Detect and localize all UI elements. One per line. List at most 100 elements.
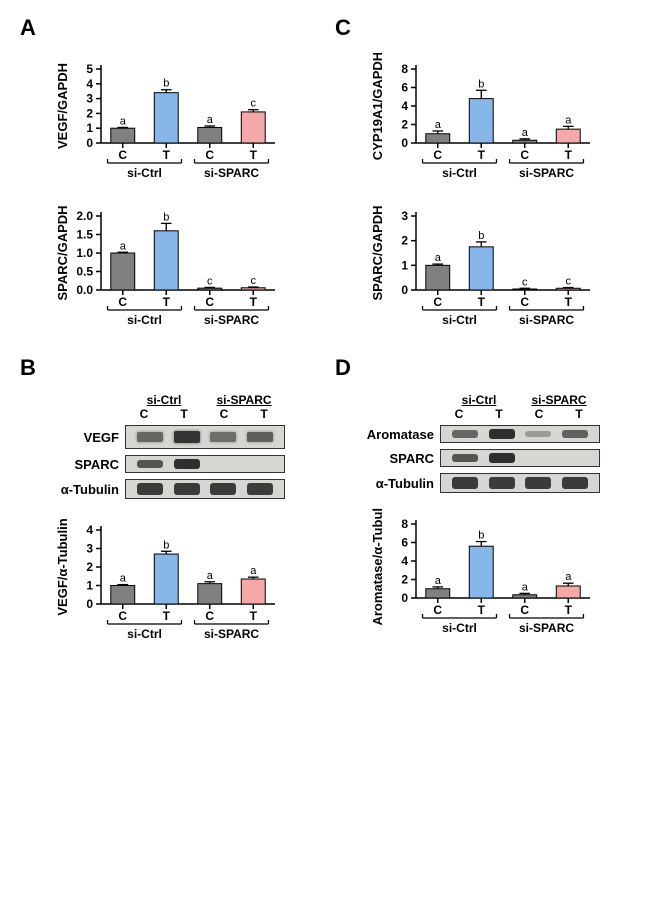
band	[174, 483, 200, 494]
blot-label: α-Tubulin	[50, 482, 125, 497]
band	[489, 453, 515, 463]
svg-text:a: a	[434, 119, 441, 131]
svg-text:a: a	[434, 575, 441, 587]
svg-text:1.0: 1.0	[76, 246, 93, 260]
svg-text:SPARC/GAPDH: SPARC/GAPDH	[55, 205, 70, 300]
band	[562, 477, 588, 488]
svg-text:C: C	[118, 148, 127, 162]
chart-B: 01234VEGF/α-TubulinaCbTaCaTsi-Ctrlsi-SPA…	[20, 514, 315, 649]
svg-text:b: b	[478, 78, 484, 90]
svg-text:a: a	[206, 114, 213, 126]
svg-text:a: a	[434, 252, 441, 264]
band	[452, 454, 478, 463]
svg-text:C: C	[205, 609, 214, 623]
figure-grid: A 012345VEGF/GAPDHaCbTaCcTsi-Ctrlsi-SPAR…	[20, 15, 630, 649]
svg-text:2: 2	[86, 106, 93, 120]
blot-row: VEGF	[50, 425, 285, 449]
svg-text:si-SPARC: si-SPARC	[203, 313, 258, 327]
svg-text:C: C	[520, 295, 529, 309]
band	[210, 483, 236, 494]
svg-text:4: 4	[401, 99, 408, 113]
panel-A: A 012345VEGF/GAPDHaCbTaCcTsi-Ctrlsi-SPAR…	[20, 15, 315, 335]
svg-text:1: 1	[86, 579, 93, 593]
svg-text:0: 0	[401, 136, 408, 150]
svg-text:C: C	[433, 148, 442, 162]
blot-subheader: CTCT	[49, 407, 286, 421]
svg-text:a: a	[565, 571, 572, 583]
blot-subheader: CTCT	[364, 407, 601, 421]
band	[247, 483, 273, 494]
svg-text:a: a	[119, 115, 126, 127]
band	[489, 429, 515, 439]
svg-text:c: c	[250, 98, 256, 110]
svg-text:2: 2	[86, 560, 93, 574]
band	[137, 483, 163, 494]
band	[137, 432, 163, 443]
svg-text:T: T	[249, 609, 257, 623]
svg-text:b: b	[163, 78, 169, 90]
band	[489, 477, 515, 488]
band	[525, 477, 551, 488]
svg-text:2: 2	[401, 234, 408, 248]
band	[174, 431, 200, 444]
svg-text:T: T	[564, 603, 572, 617]
blot-label: VEGF	[50, 430, 125, 445]
svg-text:4: 4	[401, 554, 408, 568]
chart-C-bot: 0123SPARC/GAPDHaCbTcCcTsi-Ctrlsi-SPARC	[335, 200, 630, 335]
svg-text:0: 0	[86, 597, 93, 611]
blot-lane-box	[440, 449, 600, 467]
svg-text:si-SPARC: si-SPARC	[203, 166, 258, 180]
svg-text:2: 2	[401, 573, 408, 587]
svg-text:si-SPARC: si-SPARC	[203, 627, 258, 641]
svg-text:si-Ctrl: si-Ctrl	[442, 166, 477, 180]
band	[452, 430, 478, 438]
svg-text:3: 3	[86, 92, 93, 106]
svg-text:b: b	[478, 530, 484, 542]
svg-text:0.0: 0.0	[76, 283, 93, 297]
svg-text:c: c	[522, 276, 528, 288]
svg-text:si-SPARC: si-SPARC	[518, 313, 573, 327]
svg-text:si-Ctrl: si-Ctrl	[442, 621, 477, 635]
blot-row: Aromatase	[365, 425, 600, 443]
svg-text:1: 1	[86, 121, 93, 135]
panel-B: B si-Ctrlsi-SPARCCTCTVEGFSPARCα-Tubulin …	[20, 355, 315, 649]
svg-text:C: C	[118, 295, 127, 309]
blot-B: si-Ctrlsi-SPARCCTCTVEGFSPARCα-Tubulin	[20, 393, 315, 502]
svg-text:C: C	[520, 603, 529, 617]
svg-text:Aromatase/α-Tubulin: Aromatase/α-Tubulin	[370, 508, 385, 626]
svg-text:CYP19A1/GAPDH: CYP19A1/GAPDH	[370, 53, 385, 160]
blot-label: SPARC	[365, 451, 440, 466]
chart-D: 02468Aromatase/α-TubulinaCbTaCaTsi-Ctrls…	[335, 508, 630, 643]
svg-text:1.5: 1.5	[76, 228, 93, 242]
band	[452, 477, 478, 488]
svg-text:b: b	[478, 230, 484, 242]
svg-text:c: c	[250, 275, 256, 287]
svg-text:4: 4	[86, 77, 93, 91]
svg-text:1: 1	[401, 258, 408, 272]
svg-text:3: 3	[401, 209, 408, 223]
svg-text:C: C	[205, 295, 214, 309]
band	[525, 431, 551, 437]
svg-text:T: T	[477, 148, 485, 162]
svg-text:b: b	[163, 211, 169, 223]
svg-text:si-Ctrl: si-Ctrl	[127, 313, 162, 327]
blot-row: α-Tubulin	[50, 479, 285, 499]
svg-text:6: 6	[401, 81, 408, 95]
blot-label: SPARC	[50, 457, 125, 472]
chart-A-top: 012345VEGF/GAPDHaCbTaCcTsi-Ctrlsi-SPARC	[20, 53, 315, 188]
svg-text:3: 3	[86, 542, 93, 556]
svg-text:T: T	[162, 148, 170, 162]
blot-label: Aromatase	[365, 427, 440, 442]
svg-text:0.5: 0.5	[76, 265, 93, 279]
svg-text:2.0: 2.0	[76, 209, 93, 223]
blot-lane-box	[125, 455, 285, 473]
blot-lane-box	[125, 425, 285, 449]
svg-text:si-SPARC: si-SPARC	[518, 621, 573, 635]
svg-text:a: a	[119, 240, 126, 252]
svg-text:0: 0	[86, 136, 93, 150]
blot-lane-box	[440, 425, 600, 443]
panel-label-A: A	[20, 15, 315, 41]
chart-C-top: 02468CYP19A1/GAPDHaCbTaCaTsi-Ctrlsi-SPAR…	[335, 53, 630, 188]
svg-text:a: a	[521, 127, 528, 139]
svg-text:5: 5	[86, 62, 93, 76]
